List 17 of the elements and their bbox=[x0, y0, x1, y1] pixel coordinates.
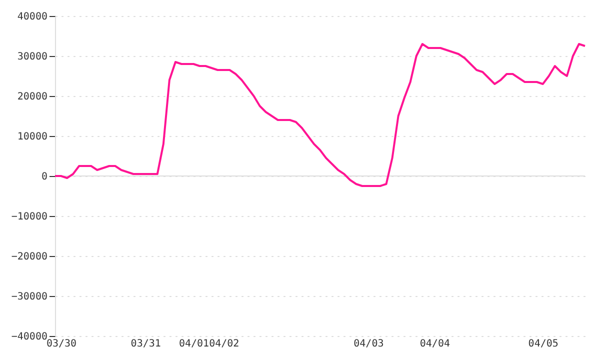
x-tick-label: 04/03 bbox=[354, 338, 384, 350]
y-tick-label: −10000 bbox=[11, 212, 48, 222]
x-tick-label: 04/04 bbox=[420, 338, 450, 350]
y-tick-label: 10000 bbox=[17, 132, 48, 142]
x-tick-label: 04/01 bbox=[178, 338, 210, 350]
x-tick-label: 04/05 bbox=[528, 338, 558, 350]
x-tick-label: 03/31 bbox=[130, 338, 161, 350]
y-tick-label: −30000 bbox=[11, 292, 48, 302]
y-tick-label: 30000 bbox=[17, 52, 48, 62]
y-tick-label: −20000 bbox=[11, 252, 48, 262]
y-tick-label: 0 bbox=[41, 172, 48, 182]
y-tick-label: 40000 bbox=[17, 12, 48, 22]
x-tick-label: 04/02 bbox=[209, 338, 240, 350]
line-series bbox=[54, 43, 586, 187]
y-tick-label: −40000 bbox=[11, 332, 48, 342]
y-tick-label: 20000 bbox=[17, 92, 48, 102]
x-tick-label: 03/30 bbox=[46, 338, 77, 350]
